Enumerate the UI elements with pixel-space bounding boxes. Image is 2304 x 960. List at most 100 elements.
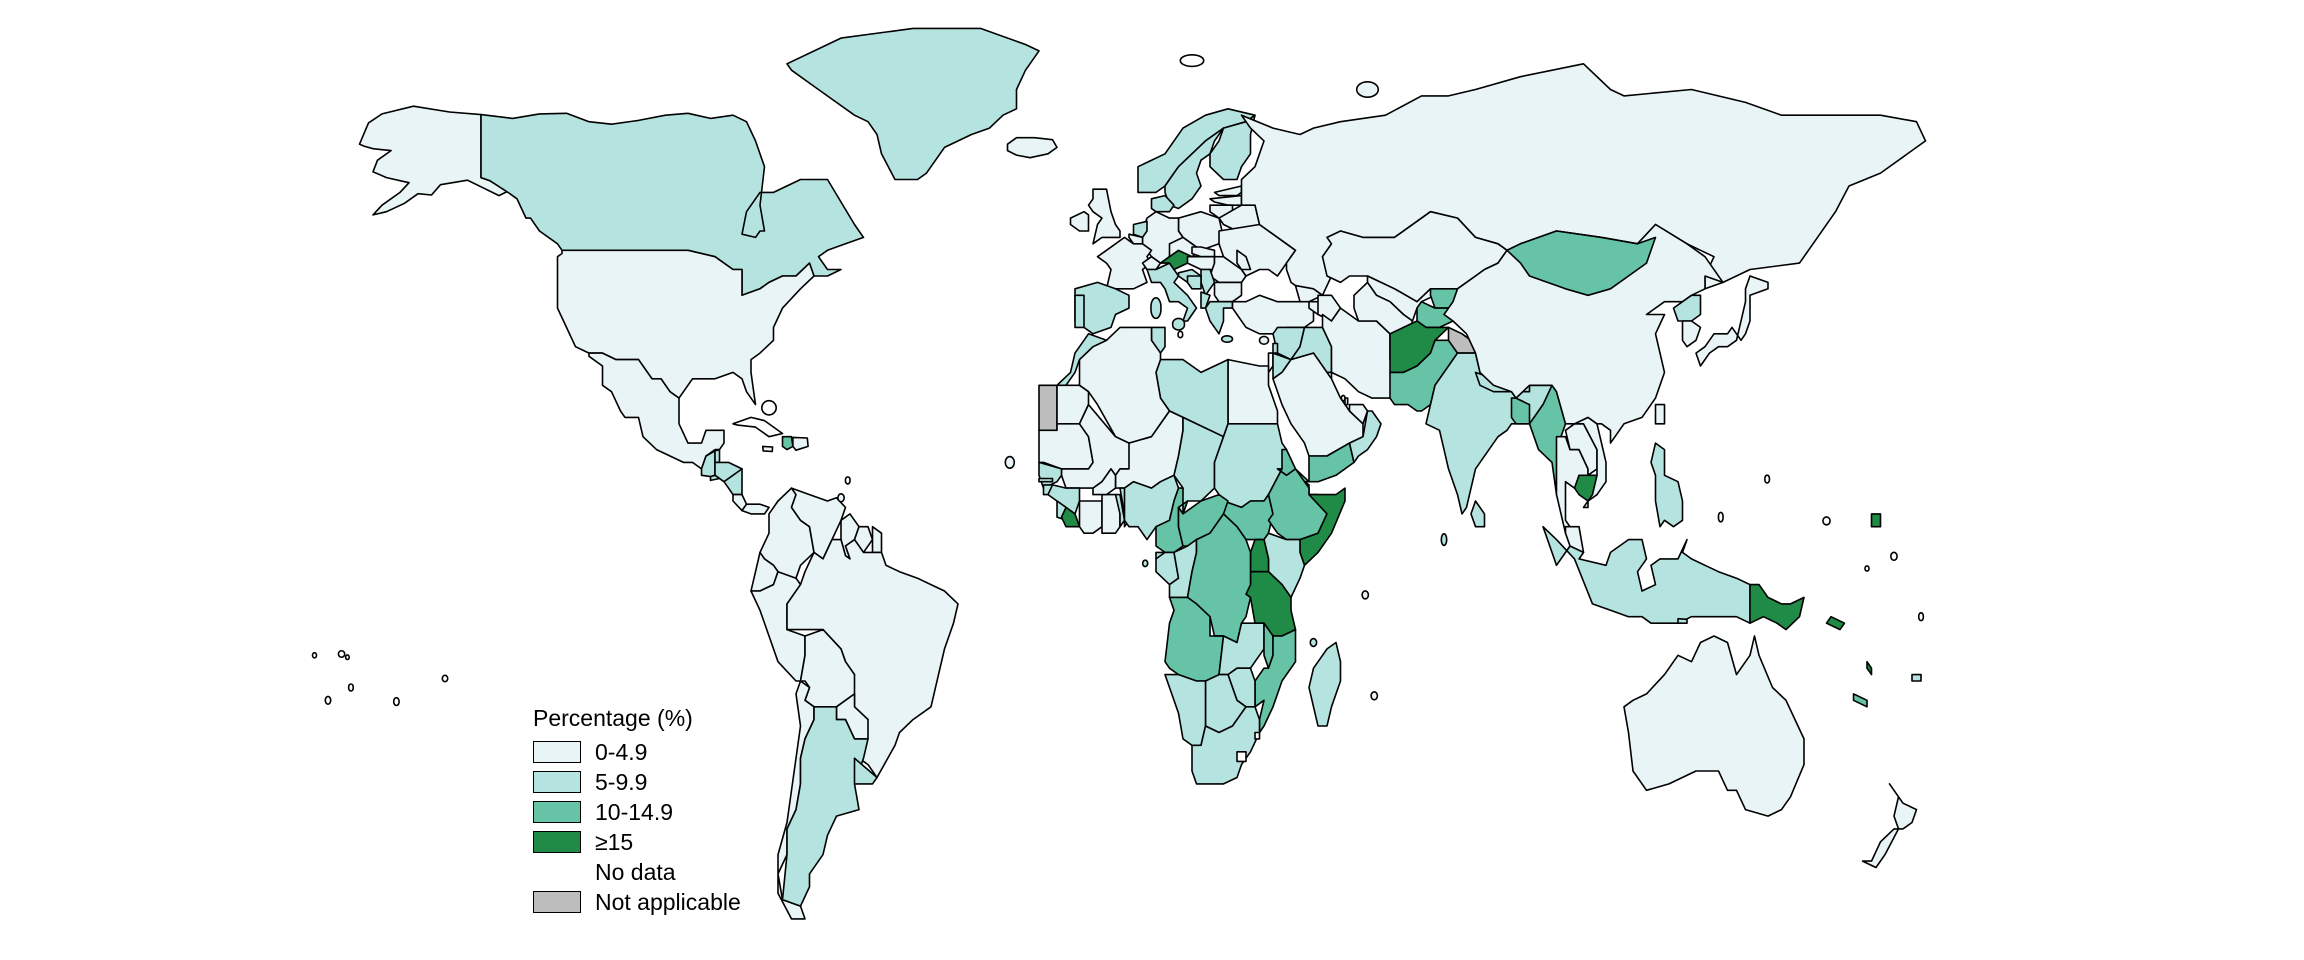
country-switzerland bbox=[1143, 257, 1161, 270]
country-netherlands bbox=[1134, 221, 1148, 237]
country-united-kingdom bbox=[1089, 189, 1121, 244]
country-bangladesh bbox=[1512, 398, 1530, 424]
country-taiwan bbox=[1656, 405, 1665, 424]
country-moldova bbox=[1237, 250, 1251, 269]
legend-title: Percentage (%) bbox=[533, 705, 693, 731]
country-crete bbox=[1222, 336, 1233, 342]
legend-entries: 0-4.9 5-9.9 10-14.9 ≥15 No data Not applicabl… bbox=[533, 737, 741, 917]
legend-label: 5-9.9 bbox=[595, 768, 648, 795]
country-hungary bbox=[1188, 257, 1215, 270]
country-mauritius bbox=[1371, 692, 1377, 700]
legend-swatch-1 bbox=[533, 771, 581, 793]
country-niue bbox=[349, 684, 354, 691]
legend: Percentage (%) 0-4.9 5-9.9 10-14.9 ≥15 No da… bbox=[533, 703, 741, 917]
legend-swatch-0 bbox=[533, 741, 581, 763]
country-new-caledonia bbox=[1854, 694, 1868, 707]
country-trinidad-and-tobago bbox=[838, 494, 844, 502]
country-vanuatu bbox=[1867, 662, 1872, 675]
country-france bbox=[1098, 237, 1152, 288]
country-cabo-verde bbox=[1005, 457, 1014, 469]
country-eswatini bbox=[1255, 733, 1260, 739]
country-tuvalu bbox=[1919, 613, 1924, 621]
country-timor-leste bbox=[1678, 619, 1687, 624]
country-french-polynesia bbox=[442, 675, 447, 681]
country-greece bbox=[1206, 302, 1233, 334]
country-greenland bbox=[787, 28, 1039, 179]
country-samoa bbox=[338, 651, 344, 658]
country-fiji bbox=[1912, 675, 1921, 681]
country-malta bbox=[1178, 331, 1183, 337]
country-layer bbox=[313, 28, 1926, 919]
country-republic-of-korea bbox=[1683, 321, 1701, 347]
country-namibia bbox=[1165, 675, 1206, 746]
country-denmark bbox=[1152, 196, 1175, 212]
country-uganda bbox=[1251, 540, 1269, 572]
country-palau bbox=[1718, 512, 1723, 521]
country-lesotho bbox=[1237, 752, 1246, 762]
country-novaya-zemlya bbox=[1357, 82, 1379, 97]
country-solomon-islands bbox=[1827, 617, 1845, 630]
legend-swatch-4 bbox=[533, 861, 581, 883]
country-cyprus bbox=[1260, 336, 1269, 344]
country-cameroon bbox=[1156, 488, 1188, 552]
country-cote-d-ivoire bbox=[1080, 501, 1103, 533]
country-liberia bbox=[1062, 507, 1080, 526]
country-maldives bbox=[1441, 534, 1446, 546]
country-indonesia bbox=[1543, 527, 1750, 624]
country-slovakia bbox=[1192, 247, 1215, 257]
country-svalbard bbox=[1180, 55, 1203, 67]
legend-label: 10-14.9 bbox=[595, 798, 674, 825]
country-bulgaria bbox=[1215, 282, 1242, 301]
country-french-guiana bbox=[873, 527, 882, 553]
country-finland bbox=[1210, 115, 1255, 179]
country-mongolia bbox=[1507, 231, 1656, 295]
country-somalia bbox=[1300, 488, 1345, 565]
country-united-states-of-america bbox=[558, 250, 815, 404]
country-burkina-faso bbox=[1093, 469, 1116, 495]
country-argentina bbox=[783, 707, 869, 906]
country-australia bbox=[1624, 636, 1804, 816]
country-wallis-and-futuna bbox=[313, 653, 317, 658]
country-bosnia-and-herzegovina bbox=[1188, 276, 1202, 289]
country-philippines bbox=[1651, 443, 1683, 527]
country-turkey bbox=[1233, 295, 1314, 334]
country-nauru bbox=[1865, 566, 1869, 571]
country-cook-islands bbox=[394, 698, 399, 706]
country-barbados bbox=[845, 477, 850, 484]
country-madagascar bbox=[1309, 643, 1341, 727]
country-ireland bbox=[1071, 212, 1089, 231]
country-new-zealand bbox=[1863, 784, 1917, 868]
country-el-salvador bbox=[711, 475, 720, 480]
country-belize bbox=[715, 450, 720, 463]
country-sweden bbox=[1165, 128, 1224, 208]
country-american-samoa bbox=[346, 655, 350, 660]
legend-swatch-5 bbox=[533, 891, 581, 913]
legend-label: No data bbox=[595, 858, 676, 885]
country-viet-nam bbox=[1575, 417, 1607, 507]
legend-label: Not applicable bbox=[595, 888, 741, 915]
country-latvia bbox=[1210, 196, 1242, 206]
country-sao-tome-and-principe bbox=[1143, 560, 1148, 566]
legend-row: 5-9.9 bbox=[533, 767, 741, 797]
country-portugal bbox=[1075, 295, 1084, 327]
country-estonia bbox=[1215, 186, 1242, 196]
country-oman bbox=[1350, 411, 1382, 462]
country-united-arab-emirates bbox=[1350, 405, 1368, 424]
country-alaska bbox=[360, 106, 509, 215]
country-guam bbox=[1765, 475, 1770, 483]
legend-label: 0-4.9 bbox=[595, 738, 648, 765]
country-lebanon bbox=[1273, 344, 1278, 354]
country-japan bbox=[1696, 276, 1768, 366]
country-haiti bbox=[783, 437, 793, 450]
country-western-sahara bbox=[1039, 385, 1057, 430]
country-sardinia bbox=[1151, 298, 1161, 319]
country-iceland bbox=[1008, 138, 1058, 158]
country-uruguay bbox=[855, 758, 878, 784]
country-albania bbox=[1201, 292, 1210, 308]
country-sri-lanka bbox=[1471, 501, 1485, 527]
legend-row: ≥15 bbox=[533, 827, 741, 857]
country-comoros bbox=[1310, 639, 1316, 647]
legend-row: 0-4.9 bbox=[533, 737, 741, 767]
